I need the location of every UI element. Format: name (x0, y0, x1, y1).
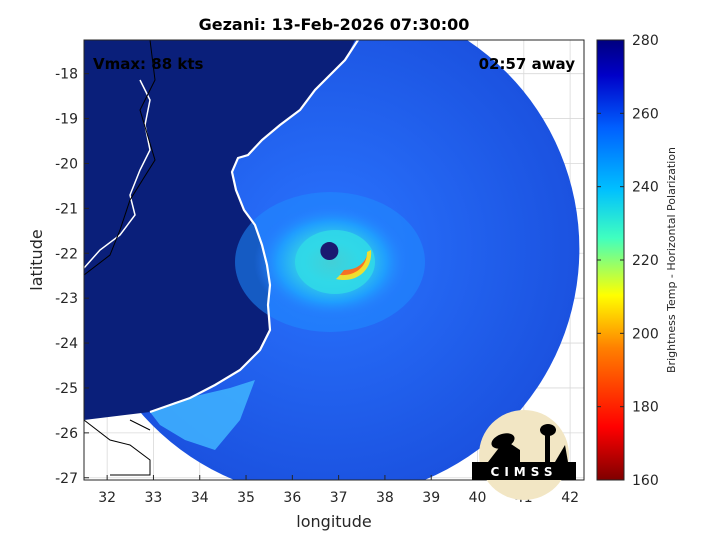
coastline-south (84, 79, 151, 269)
x-tick-label: 33 (145, 490, 163, 506)
x-tick-label: 40 (469, 490, 487, 506)
colorbar-tick-label: 240 (632, 180, 659, 196)
x-tick-label: 32 (98, 490, 116, 506)
land-region (84, 40, 355, 420)
x-tick-label: 35 (237, 490, 255, 506)
colorbar-tick-label: 160 (632, 473, 659, 489)
axes-frame (83, 39, 585, 481)
y-tick-label: -27 (55, 471, 78, 487)
inner-band (295, 230, 375, 294)
cool-band (150, 380, 255, 450)
x-tick-label: 36 (283, 490, 301, 506)
colorbar-label: Brightness Temp - Horizontal Polarizatio… (665, 147, 678, 373)
eyewall-hot (340, 252, 368, 276)
y-tick-label: -26 (55, 426, 78, 442)
swath-layer (84, 40, 580, 480)
x-tick-label: 38 (376, 490, 394, 506)
cimss-logo: CIMSS (472, 410, 576, 500)
x-axis-label: longitude (296, 512, 371, 531)
y-tick-label: -19 (55, 112, 78, 128)
y-tick-label: -21 (55, 201, 78, 217)
storm-eye (320, 242, 339, 261)
y-tick-label: -24 (55, 336, 78, 352)
colorbar-tick-label: 180 (632, 400, 659, 416)
x-tick-label: 42 (561, 490, 579, 506)
colorbar-tick-label: 200 (632, 326, 659, 342)
vmax-annotation: Vmax: 88 kts (93, 55, 203, 73)
x-tick-label: 34 (191, 490, 209, 506)
y-tick-label: -25 (55, 381, 78, 397)
x-tick-label: 39 (422, 490, 440, 506)
y-tick-label: -18 (55, 67, 78, 83)
y-ticks: -18 -19 -20 -21 -22 -23 -24 -25 -26 -27 (55, 67, 89, 487)
colorbar-tick-label: 280 (632, 33, 659, 49)
logo-text: CIMSS (491, 465, 558, 479)
x-tick-label: 37 (330, 490, 348, 506)
colorbar-ticks: 280 260 240 220 200 180 160 (597, 33, 659, 489)
y-axis-label: latitude (27, 229, 46, 290)
colorbar (596, 39, 625, 481)
y-tick-label: -23 (55, 291, 78, 307)
eyewall-yellow (336, 250, 372, 281)
colorbar-tick-label: 260 (632, 106, 659, 122)
y-tick-label: -22 (55, 246, 78, 262)
time-away-annotation: 02:57 away (479, 55, 576, 73)
y-tick-label: -20 (55, 156, 78, 172)
colorbar-tick-label: 220 (632, 253, 659, 269)
chart-title: Gezani: 13-Feb-2026 07:30:00 (199, 15, 470, 34)
coastline (149, 40, 359, 414)
border-lines (84, 40, 156, 476)
